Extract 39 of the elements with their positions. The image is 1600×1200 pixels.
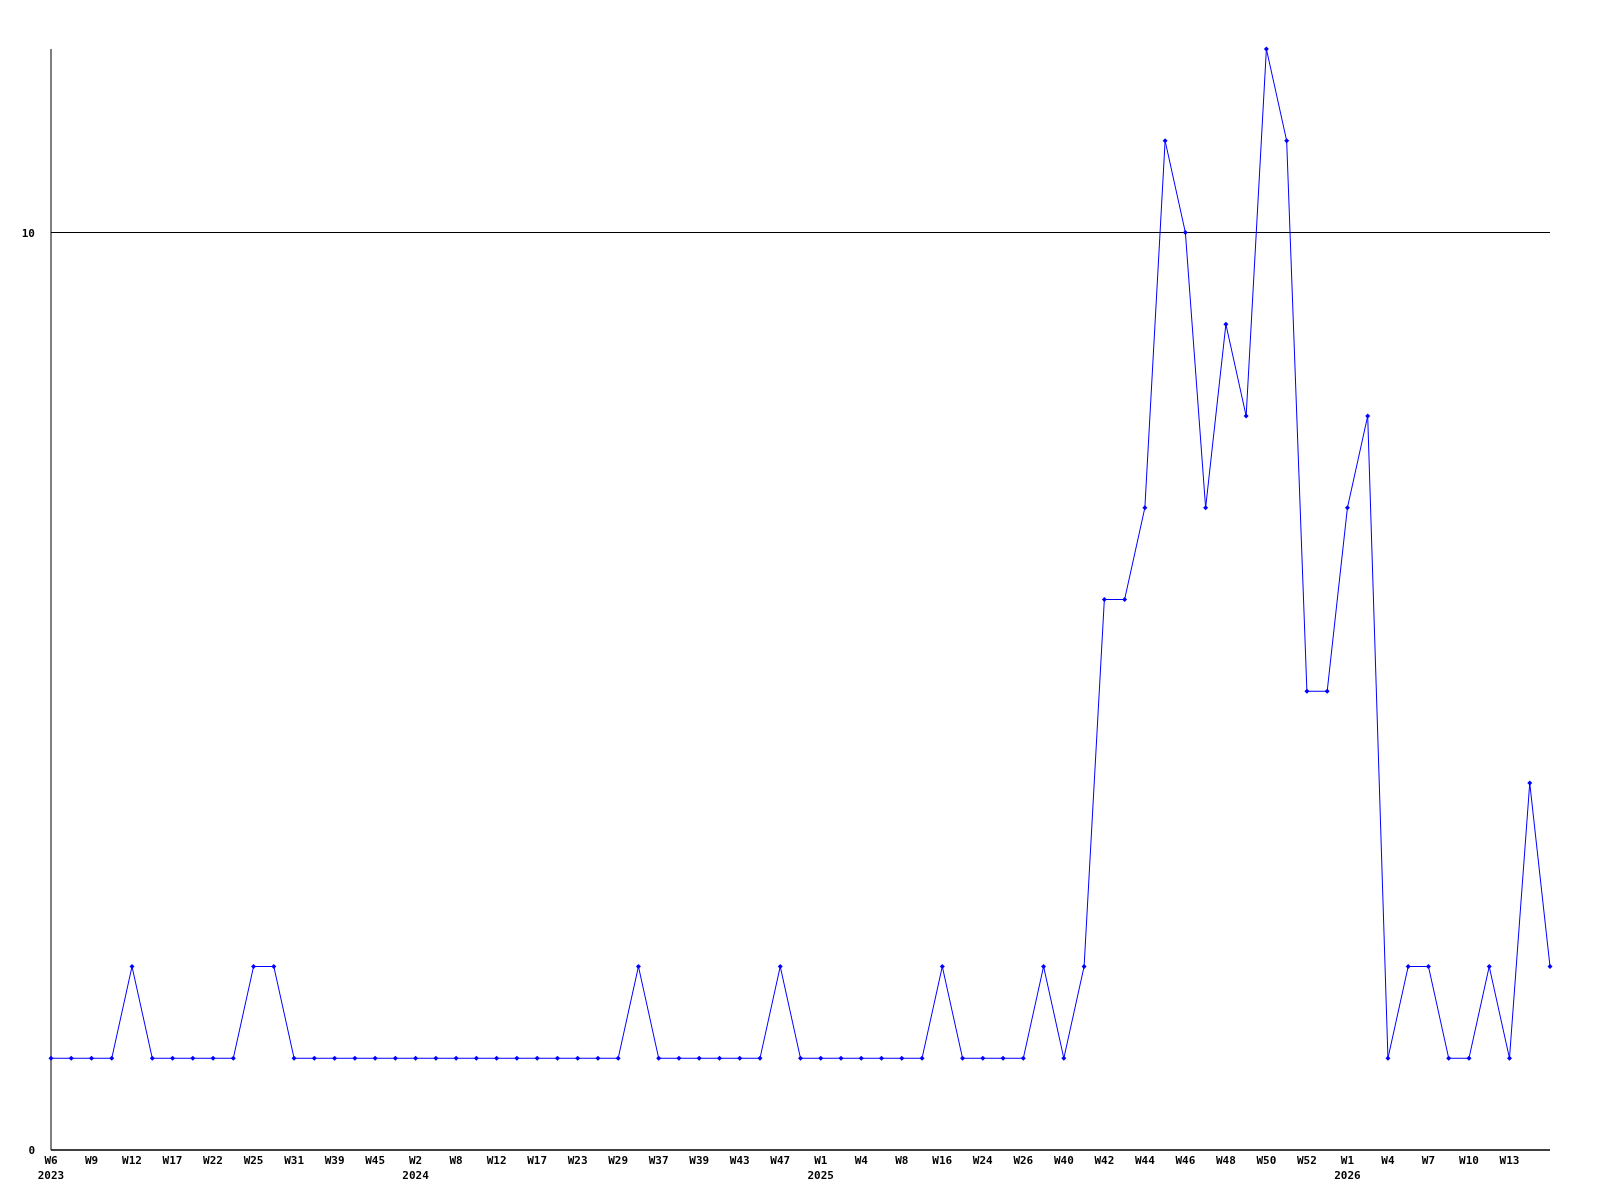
x-tick-label: W7 (1421, 1154, 1436, 1167)
x-tick-label: W6 2023 (37, 1154, 65, 1182)
x-tick-label: W22 (203, 1154, 223, 1167)
x-tick-label: W4 (1381, 1154, 1395, 1167)
x-tick-label: W24 (972, 1154, 994, 1167)
x-tick-label: W37 (648, 1154, 669, 1167)
x-tick-label: W8 (895, 1154, 909, 1167)
y-tick-label: 10 (21, 226, 35, 240)
x-tick-label: W23 (567, 1154, 588, 1167)
x-tick-label: W52 (1296, 1154, 1317, 1167)
x-tick-label: W29 (608, 1154, 629, 1167)
x-tick-label: W10 (1459, 1154, 1479, 1167)
x-tick-label: W13 (1499, 1154, 1520, 1167)
x-tick-label: W26 (1013, 1154, 1034, 1167)
x-tick-label: W25 (243, 1154, 264, 1167)
x-tick-label: W40 (1053, 1154, 1074, 1167)
x-tick-label: W12 (122, 1154, 142, 1167)
x-tick-label: W39 (324, 1154, 345, 1167)
x-tick-label: W43 (729, 1154, 750, 1167)
x-tick-label: W17 (527, 1154, 548, 1167)
x-tick-label: W50 (1256, 1154, 1277, 1167)
x-tick-label: W16 (932, 1154, 953, 1167)
x-tick-label: W8 (449, 1154, 463, 1167)
x-tick-label: W39 (689, 1154, 710, 1167)
x-tick-label: W42 (1094, 1154, 1115, 1167)
x-tick-label: W1 2026 (1334, 1154, 1362, 1182)
x-tick-label: W44 (1134, 1154, 1156, 1167)
x-tick-label: W31 (284, 1154, 305, 1167)
x-tick-label: W47 (770, 1154, 791, 1167)
x-tick-label: W2 2024 (402, 1154, 430, 1182)
x-tick-label: W1 2025 (807, 1154, 835, 1182)
x-tick-label: W45 (365, 1154, 386, 1167)
x-tick-label: W4 (854, 1154, 869, 1167)
x-tick-label: W46 (1175, 1154, 1196, 1167)
x-tick-label: W12 (486, 1154, 507, 1167)
x-tick-label: W17 (162, 1154, 183, 1167)
x-tick-label: W48 (1215, 1154, 1236, 1167)
y-tick-label: 0 (28, 1144, 35, 1157)
x-tick-label: W9 (84, 1154, 99, 1167)
